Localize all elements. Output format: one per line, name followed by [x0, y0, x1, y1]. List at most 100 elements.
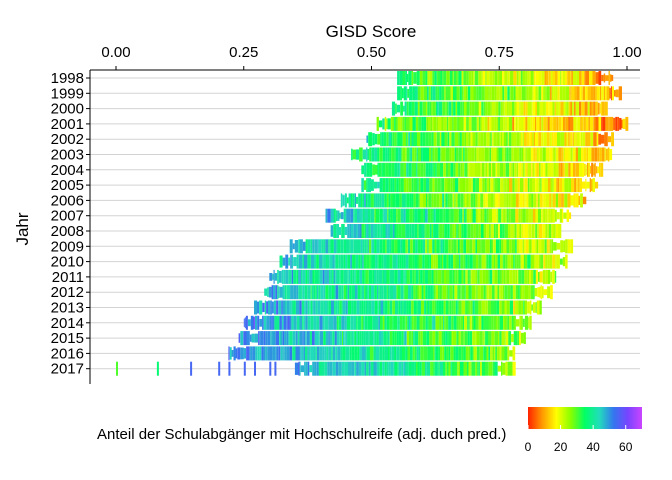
heatmap-cell [301, 346, 304, 361]
heatmap-cell [506, 315, 508, 330]
heatmap-cell [475, 178, 479, 193]
heatmap-cell [335, 254, 339, 269]
heatmap-cell [340, 346, 343, 361]
heatmap-cell [381, 162, 383, 177]
heatmap-cell [546, 132, 550, 147]
heatmap-cell [417, 162, 421, 177]
heatmap-cell [453, 101, 456, 116]
heatmap-row-2013 [254, 300, 542, 315]
colorbar [528, 407, 642, 429]
heatmap-cell [474, 71, 479, 85]
heatmap-cell [463, 315, 465, 330]
heatmap-cell [307, 300, 310, 315]
heatmap-cell [536, 300, 540, 315]
heatmap-cell [516, 71, 519, 85]
heatmap-cell [517, 331, 519, 346]
heatmap-cell [554, 209, 557, 222]
heatmap-cell [300, 365, 305, 373]
heatmap-cell [478, 361, 480, 376]
heatmap-cell [589, 116, 594, 131]
heatmap-cell [501, 300, 505, 315]
heatmap-cell [274, 315, 278, 330]
heatmap-cell [505, 193, 507, 208]
heatmap-cell [415, 162, 416, 177]
heatmap-cell [479, 239, 481, 254]
heatmap-cell [296, 315, 300, 330]
heatmap-cell [463, 361, 467, 376]
heatmap-cell [436, 361, 438, 376]
heatmap-cell [526, 193, 529, 208]
heatmap-cell [595, 72, 599, 84]
heatmap-cell [379, 346, 383, 361]
heatmap-cell [424, 254, 428, 269]
heatmap-cell [317, 346, 320, 361]
heatmap-cell [475, 193, 478, 208]
heatmap-cell [481, 116, 485, 131]
heatmap-cell [553, 162, 556, 177]
heatmap-row-1999 [397, 86, 622, 101]
heatmap-cell [571, 71, 573, 85]
heatmap-cell [255, 315, 258, 330]
heatmap-cell [432, 86, 436, 101]
heatmap-cell [525, 101, 528, 116]
heatmap-cell [588, 147, 592, 162]
heatmap-cell [348, 346, 350, 361]
y-tick-label-1999: 1999 [51, 85, 84, 102]
heatmap-cell [433, 346, 435, 361]
colorbar-ticks: 0 20 40 60 [525, 425, 633, 454]
heatmap-cell [587, 101, 590, 116]
heatmap-cell [282, 331, 285, 346]
heatmap-cell [585, 86, 588, 101]
heatmap-cell [432, 300, 435, 315]
heatmap-cell [462, 208, 464, 223]
heatmap-cell [581, 116, 584, 131]
heatmap-cell [587, 86, 591, 101]
heatmap-cell [438, 361, 440, 376]
y-tick-label-2003: 2003 [51, 147, 84, 164]
heatmap-cell [286, 315, 288, 330]
heatmap-cell [506, 147, 509, 162]
heatmap-cell [269, 315, 272, 330]
heatmap-cell [286, 300, 290, 315]
colorbar-tick-label-40: 40 [586, 440, 600, 454]
heatmap-cell [390, 193, 393, 208]
heatmap-cell [394, 178, 397, 193]
heatmap-cell [567, 239, 570, 254]
heatmap-cell [235, 348, 238, 359]
heatmap-cell [357, 346, 360, 361]
heatmap-cell [218, 361, 221, 376]
heatmap-cell [495, 254, 498, 269]
heatmap-cell [478, 254, 482, 269]
heatmap-cell [471, 361, 476, 376]
heatmap-cell [489, 178, 491, 193]
heatmap-cell [374, 239, 377, 254]
heatmap-cell [459, 224, 462, 238]
heatmap-cell [527, 71, 530, 85]
heatmap-cell [543, 162, 546, 177]
heatmap-cell [518, 86, 522, 101]
heatmap-cell [456, 315, 459, 330]
heatmap-cell [478, 162, 481, 177]
heatmap-cell [374, 134, 378, 145]
heatmap-cell [314, 269, 319, 284]
heatmap-cell [453, 162, 456, 177]
heatmap-cell [473, 224, 476, 238]
heatmap-cell [397, 208, 401, 223]
heatmap-cell [494, 346, 496, 361]
heatmap-cell [329, 254, 333, 269]
heatmap-cell [502, 193, 505, 208]
heatmap-cell [345, 254, 348, 269]
heatmap-cell [468, 361, 471, 376]
heatmap-cell [434, 71, 437, 85]
heatmap-cell [572, 101, 574, 116]
heatmap-cell [464, 147, 468, 162]
heatmap-cell [454, 269, 456, 284]
heatmap-cell [478, 300, 482, 315]
heatmap-cell [387, 331, 390, 346]
heatmap-cell [463, 193, 465, 208]
heatmap-cell [440, 254, 443, 269]
heatmap-cell [441, 86, 445, 101]
heatmap-cell [531, 304, 533, 311]
y-tick-label-2009: 2009 [51, 238, 84, 255]
heatmap-cell [477, 193, 481, 208]
